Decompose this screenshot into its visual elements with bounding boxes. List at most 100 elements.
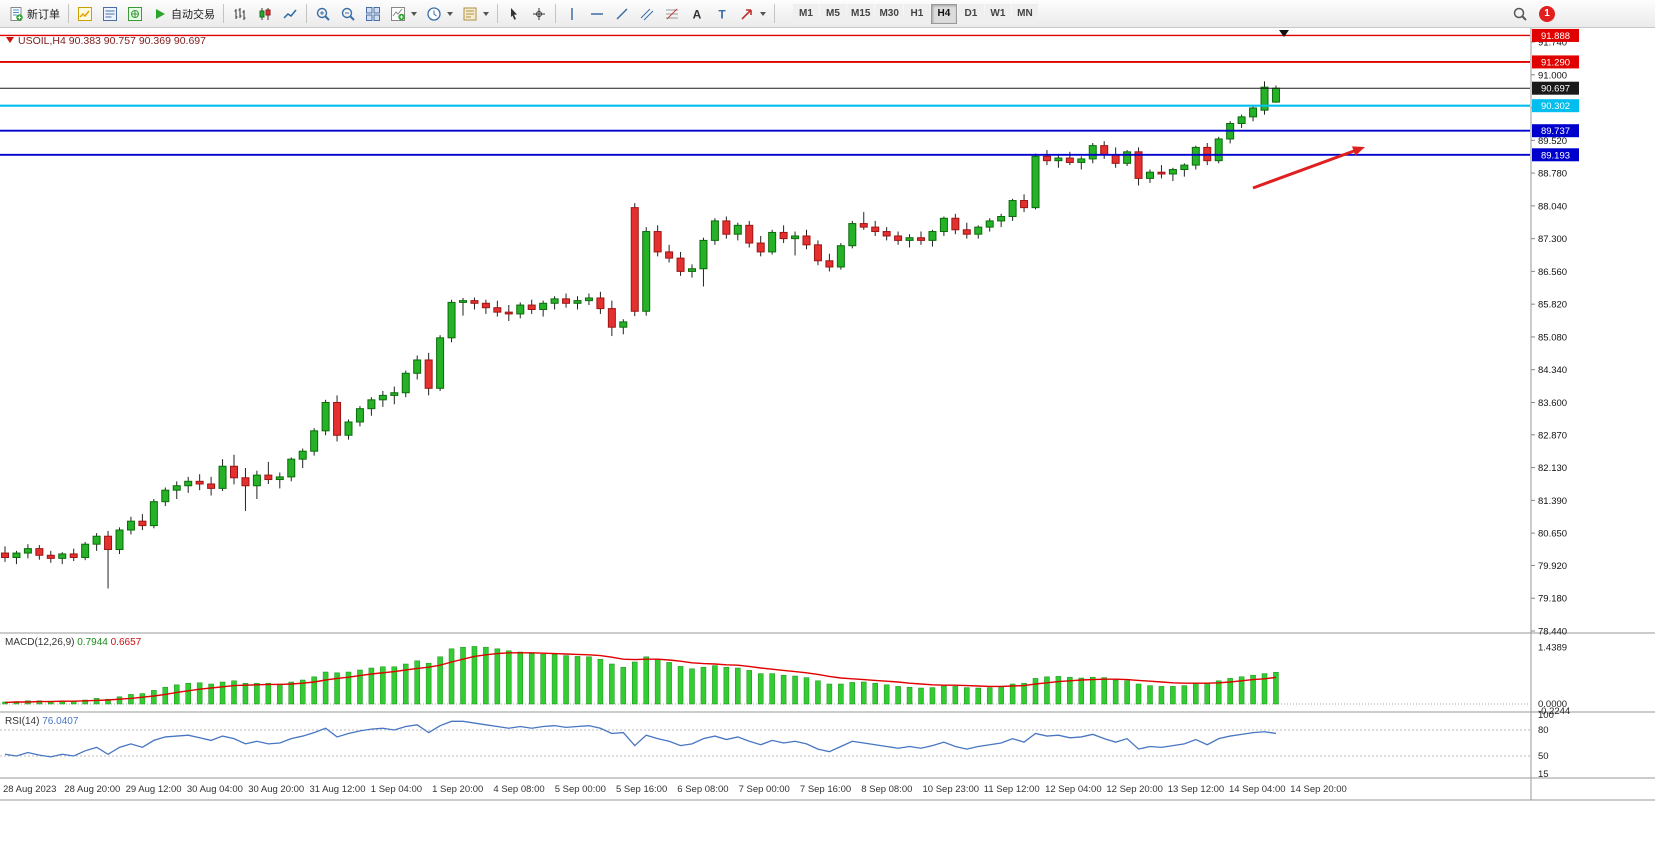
- candle: [230, 465, 238, 479]
- timeframe-h1-button[interactable]: H1: [903, 3, 930, 24]
- svg-text:31 Aug 12:00: 31 Aug 12:00: [310, 784, 366, 795]
- candle: [985, 220, 994, 228]
- svg-text:14 Sep 20:00: 14 Sep 20:00: [1290, 784, 1347, 795]
- candle: [241, 477, 250, 487]
- zoom-in-button[interactable]: [311, 3, 335, 25]
- candlestick-button[interactable]: [253, 3, 277, 25]
- macd-bar: [838, 683, 844, 705]
- macd-bar: [735, 667, 741, 705]
- svg-text:29 Aug 12:00: 29 Aug 12:00: [126, 784, 182, 795]
- cursor-icon: [506, 6, 522, 22]
- macd-bar: [299, 679, 306, 705]
- new-order-button[interactable]: 新订单: [4, 3, 64, 25]
- macd-bar: [425, 662, 432, 705]
- chart-canvas[interactable]: USOIL,H4 90.383 90.757 90.369 90.697 MACD…: [0, 28, 1655, 842]
- horizontal-line-button[interactable]: [585, 3, 609, 25]
- chart-shift-marker-icon[interactable]: [1279, 30, 1289, 37]
- timeframe-w1-button[interactable]: W1: [984, 3, 1011, 24]
- timeframe-m30-button[interactable]: M30: [875, 3, 903, 24]
- candle: [161, 489, 170, 503]
- macd-bar: [792, 675, 798, 705]
- macd-bar: [597, 658, 604, 705]
- timeframe-m5-button[interactable]: M5: [820, 3, 846, 24]
- candle: [997, 215, 1006, 222]
- channel-button[interactable]: [635, 3, 659, 25]
- macd-bar: [700, 666, 707, 705]
- candle: [939, 217, 948, 233]
- candle: [46, 554, 55, 559]
- price-badge-90.697[interactable]: [1532, 81, 1579, 95]
- navigator-button[interactable]: [123, 3, 147, 25]
- indicators-button[interactable]: [386, 3, 421, 25]
- candle: [126, 520, 135, 531]
- price-badge-89.193[interactable]: [1532, 148, 1579, 162]
- svg-text:90.302: 90.302: [1541, 101, 1570, 112]
- candle: [1054, 157, 1063, 162]
- price-badge-89.737[interactable]: [1532, 124, 1579, 138]
- notification-badge[interactable]: 1: [1539, 5, 1555, 22]
- auto-trading-button[interactable]: 自动交易: [148, 3, 219, 25]
- templates-button[interactable]: [458, 3, 493, 25]
- price-badge-91.290[interactable]: [1532, 55, 1579, 69]
- zoom-out-button[interactable]: [336, 3, 360, 25]
- macd-bar: [826, 683, 833, 705]
- search-button[interactable]: [1508, 3, 1532, 25]
- macd-bar: [620, 666, 627, 705]
- price-badge-90.302[interactable]: [1532, 99, 1579, 113]
- fibonacci-button[interactable]: [660, 3, 684, 25]
- macd-bar: [403, 663, 409, 705]
- candle: [81, 543, 90, 558]
- svg-text:5 Sep 16:00: 5 Sep 16:00: [616, 784, 667, 795]
- tile-windows-button[interactable]: [361, 3, 385, 25]
- timeframe-d1-button[interactable]: D1: [957, 3, 984, 24]
- candle: [859, 223, 868, 228]
- macd-bar: [174, 684, 180, 705]
- candle: [1020, 200, 1029, 209]
- svg-text:-0.2244: -0.2244: [1538, 706, 1570, 717]
- periods-button[interactable]: [422, 3, 457, 25]
- template-icon: [462, 6, 478, 22]
- toolbar-separator: [555, 4, 556, 23]
- timeframe-mn-button[interactable]: MN: [1011, 3, 1038, 24]
- svg-text:12 Sep 20:00: 12 Sep 20:00: [1106, 784, 1163, 795]
- price-badge-91.888[interactable]: [1532, 28, 1579, 42]
- macd-bar: [1055, 676, 1062, 705]
- crosshair-button[interactable]: [527, 3, 551, 25]
- svg-text:50: 50: [1538, 751, 1549, 762]
- charts-button[interactable]: [73, 3, 97, 25]
- macd-bar: [277, 683, 283, 705]
- svg-text:10 Sep 23:00: 10 Sep 23:00: [923, 784, 980, 795]
- candle: [607, 308, 616, 328]
- macd-bar: [918, 687, 924, 705]
- timeframe-m1-button[interactable]: M1: [793, 3, 819, 24]
- trendline-button[interactable]: [610, 3, 634, 25]
- macd-bar: [986, 687, 993, 705]
- text-button[interactable]: A: [685, 3, 709, 25]
- arrow-annotation[interactable]: [1252, 146, 1365, 190]
- macd-bar: [219, 681, 226, 705]
- label-button[interactable]: T: [710, 3, 734, 25]
- line-chart-button[interactable]: [278, 3, 302, 25]
- charts-icon: [77, 6, 93, 22]
- macd-bar: [1009, 683, 1016, 705]
- timeframe-h4-button[interactable]: H4: [930, 3, 957, 24]
- vertical-line-button[interactable]: [560, 3, 584, 25]
- candle: [584, 297, 593, 302]
- bar-chart-button[interactable]: [228, 3, 252, 25]
- candle: [1111, 153, 1120, 164]
- candle: [35, 548, 44, 556]
- market-watch-button[interactable]: [98, 3, 122, 25]
- macd-bar: [36, 700, 43, 705]
- macd-bar: [311, 676, 317, 705]
- arrows-button[interactable]: [735, 3, 770, 25]
- cursor-button[interactable]: [502, 3, 526, 25]
- svg-text:91.290: 91.290: [1541, 57, 1570, 68]
- bar-chart-icon: [232, 6, 248, 22]
- timeframe-m15-button[interactable]: M15: [847, 3, 875, 24]
- macd-bar: [139, 693, 146, 705]
- auto-trading-label: 自动交易: [171, 8, 215, 21]
- candle: [871, 226, 880, 233]
- svg-text:79.920: 79.920: [1538, 561, 1567, 572]
- svg-text:87.300: 87.300: [1538, 234, 1567, 245]
- candle: [1, 552, 9, 558]
